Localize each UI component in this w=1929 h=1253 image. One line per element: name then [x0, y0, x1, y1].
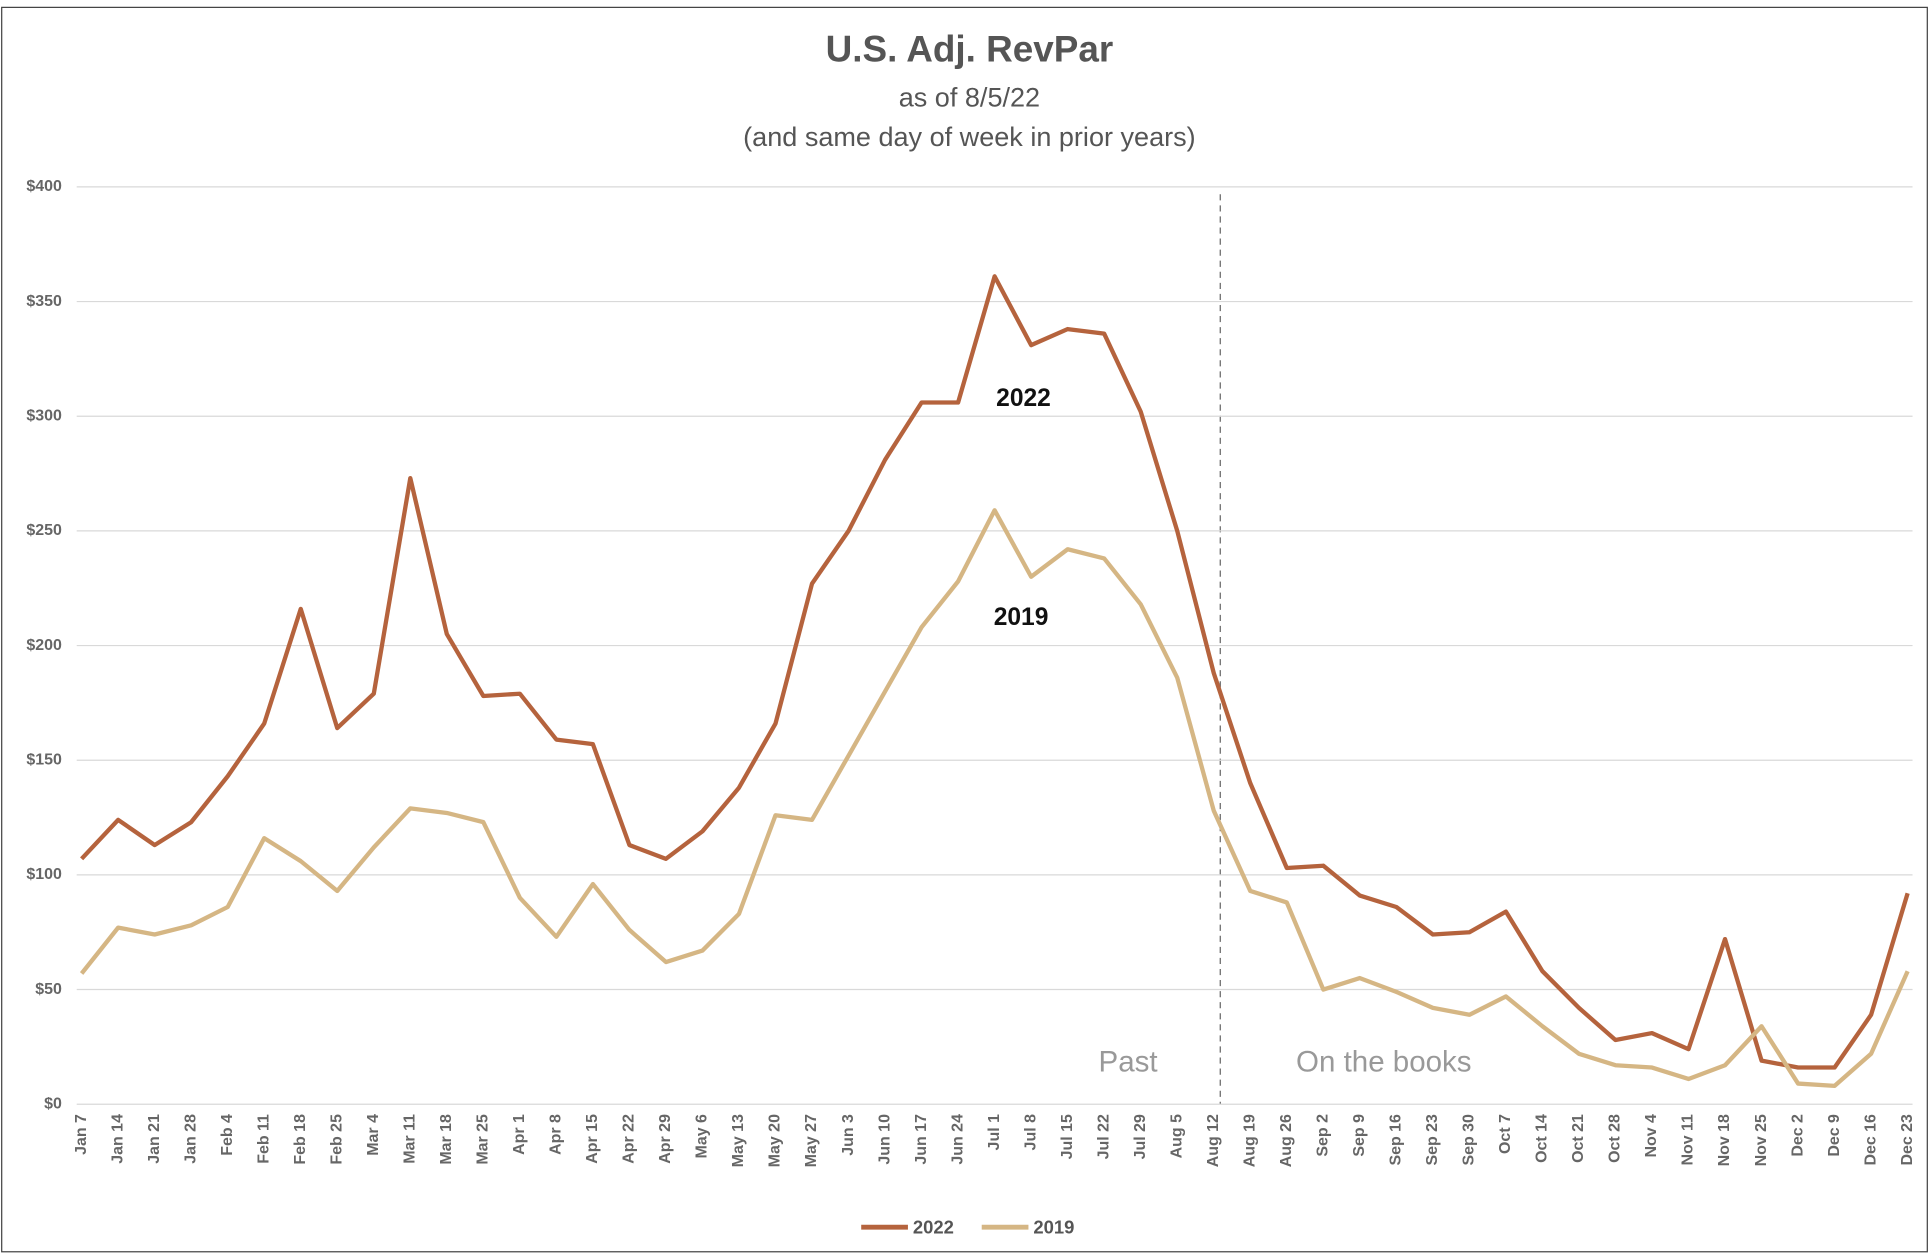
x-tick-label: Jul 1: [986, 1114, 1003, 1151]
y-tick-label: $400: [26, 178, 62, 195]
x-tick-label: Feb 4: [219, 1114, 236, 1156]
x-tick-label: Feb 18: [292, 1114, 309, 1165]
y-tick-label: $350: [26, 293, 62, 310]
x-tick-label: Oct 28: [1607, 1114, 1624, 1163]
x-tick-label: Dec 23: [1899, 1114, 1916, 1166]
y-tick-label: $250: [26, 522, 62, 539]
x-tick-label: Mar 18: [438, 1114, 455, 1165]
x-tick-label: Aug 12: [1205, 1114, 1222, 1167]
x-tick-label: Nov 18: [1716, 1114, 1733, 1166]
x-tick-label: Dec 2: [1789, 1114, 1806, 1157]
x-tick-label: Apr 1: [511, 1114, 528, 1155]
chart-title: U.S. Adj. RevPar: [826, 28, 1114, 69]
x-tick-label: Feb 25: [328, 1114, 345, 1165]
x-tick-label: Mar 11: [402, 1114, 419, 1164]
annotation: 2022: [996, 385, 1051, 412]
x-tick-label: Jul 22: [1095, 1114, 1112, 1159]
x-tick-label: Sep 9: [1351, 1114, 1368, 1157]
x-tick-label: Jul 8: [1022, 1114, 1039, 1151]
chart-subtitle: (and same day of week in prior years): [743, 122, 1195, 152]
x-tick-label: Nov 4: [1643, 1114, 1660, 1158]
x-tick-label: Aug 5: [1168, 1114, 1185, 1158]
x-tick-label: Sep 23: [1424, 1114, 1441, 1166]
x-tick-label: Aug 26: [1278, 1114, 1295, 1167]
y-tick-label: $50: [35, 981, 62, 998]
annotation: Past: [1099, 1045, 1158, 1078]
legend-label: 2019: [1033, 1216, 1074, 1237]
y-tick-label: $150: [26, 751, 62, 768]
x-tick-label: Aug 19: [1241, 1114, 1258, 1167]
x-tick-label: Nov 11: [1680, 1114, 1697, 1166]
x-tick-label: Sep 30: [1461, 1114, 1478, 1166]
y-tick-label: $200: [26, 637, 62, 654]
x-tick-label: May 27: [803, 1114, 820, 1167]
x-tick-label: Jul 29: [1132, 1114, 1149, 1159]
x-tick-label: Dec 9: [1826, 1114, 1843, 1157]
x-tick-label: Oct 21: [1570, 1114, 1587, 1163]
x-tick-label: Jun 17: [913, 1114, 930, 1165]
x-tick-label: Jan 14: [109, 1114, 126, 1164]
x-tick-label: Apr 8: [548, 1114, 565, 1155]
chart-subtitle: as of 8/5/22: [899, 83, 1040, 113]
x-tick-label: Oct 7: [1497, 1114, 1514, 1154]
x-tick-label: Nov 25: [1753, 1114, 1770, 1166]
x-tick-label: May 6: [694, 1114, 711, 1159]
x-tick-label: Jan 21: [146, 1114, 163, 1164]
x-tick-label: Jul 15: [1059, 1114, 1076, 1159]
x-tick-label: Jun 24: [949, 1114, 966, 1165]
x-tick-label: Sep 2: [1315, 1114, 1332, 1157]
x-tick-label: Apr 29: [657, 1114, 674, 1164]
x-tick-label: Mar 4: [365, 1114, 382, 1156]
x-tick-label: Jun 10: [876, 1114, 893, 1165]
x-tick-label: Sep 16: [1388, 1114, 1405, 1166]
x-tick-label: Apr 22: [621, 1114, 638, 1164]
legend-label: 2022: [913, 1216, 954, 1237]
y-tick-label: $100: [26, 866, 62, 883]
y-tick-label: $300: [26, 407, 62, 424]
x-tick-label: Jan 28: [182, 1114, 199, 1164]
series-line: [80, 274, 1910, 1070]
annotation: On the books: [1296, 1045, 1471, 1078]
annotation: 2019: [994, 604, 1049, 631]
x-tick-label: Oct 14: [1534, 1114, 1551, 1163]
y-tick-label: $0: [44, 1095, 62, 1112]
x-tick-label: May 13: [730, 1114, 747, 1167]
x-tick-label: Mar 25: [475, 1114, 492, 1165]
frame: [1, 6, 1928, 1253]
x-tick-label: Jan 7: [73, 1114, 90, 1155]
x-tick-label: Dec 16: [1862, 1114, 1879, 1166]
x-tick-label: May 20: [767, 1114, 784, 1167]
x-tick-label: Feb 11: [255, 1114, 272, 1164]
x-tick-label: Apr 15: [584, 1114, 601, 1164]
x-tick-label: Jun 3: [840, 1114, 857, 1156]
series-line: [79, 508, 1910, 1089]
